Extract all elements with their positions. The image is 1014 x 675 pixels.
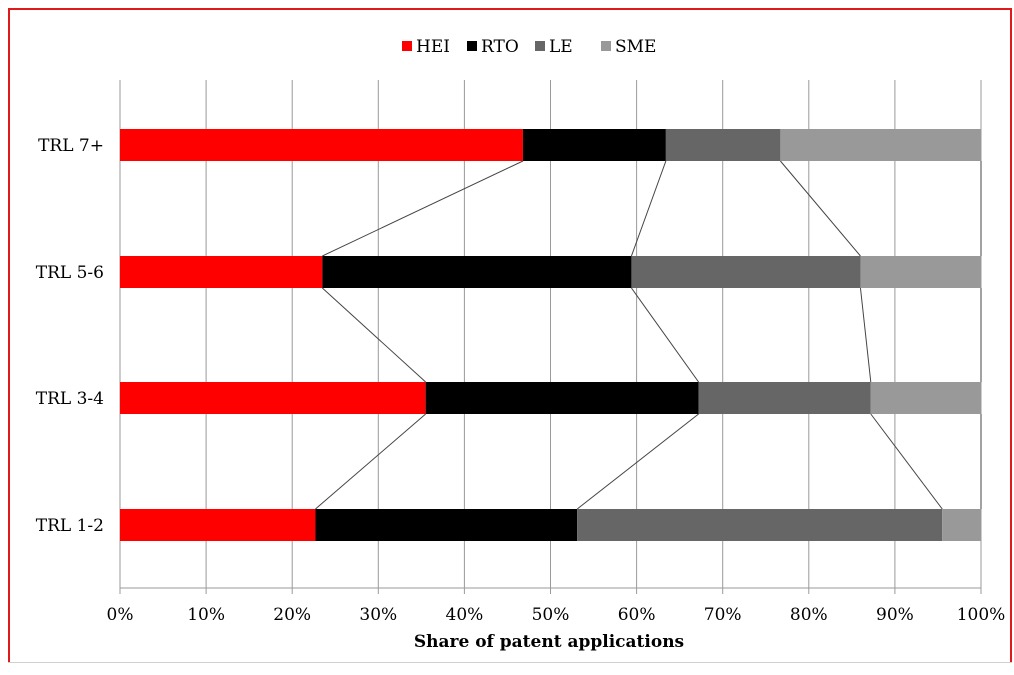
legend-swatch-le [535, 41, 545, 51]
bar-rto-3 [315, 509, 578, 541]
x-tick-label: 90% [876, 605, 914, 625]
legend-label-le: LE [549, 37, 573, 57]
category-label: TRL 3-4 [36, 389, 104, 409]
x-tick-label: 100% [957, 605, 1006, 625]
x-tick-label: 10% [187, 605, 225, 625]
bar-hei-3 [120, 509, 316, 541]
x-tick-label: 40% [446, 605, 484, 625]
chart-frame [8, 8, 1012, 662]
x-axis-title: Share of patent applications [414, 632, 684, 652]
bar-sme-0 [780, 129, 981, 161]
legend-swatch-rto [467, 41, 477, 51]
series-line [321, 287, 426, 383]
legend-swatch-hei [402, 41, 412, 51]
bar-le-1 [631, 256, 861, 288]
category-label-layer: TRL 7+ TRL 5-6 TRL 3-4 TRL 1-2 [36, 136, 104, 536]
legend-label-rto: RTO [481, 37, 519, 57]
bar-rto-2 [425, 382, 699, 414]
x-tick-label: 50% [532, 605, 570, 625]
series-line [631, 287, 699, 383]
bar-hei-1 [120, 256, 323, 288]
series-line [322, 160, 524, 257]
series-line-layer [315, 160, 982, 510]
bar-sme-2 [870, 382, 981, 414]
legend-swatch-sme [601, 41, 611, 51]
category-label: TRL 1-2 [36, 516, 104, 536]
category-label: TRL 7+ [38, 136, 104, 156]
series-line [576, 413, 699, 510]
bar-le-3 [577, 509, 943, 541]
category-label: TRL 5-6 [36, 263, 104, 283]
x-tick-label: 20% [273, 605, 311, 625]
x-tick-label: 70% [704, 605, 742, 625]
bar-layer [120, 129, 981, 541]
bar-hei-2 [120, 382, 426, 414]
series-line [780, 160, 861, 257]
bar-sme-3 [942, 509, 981, 541]
bar-le-0 [665, 129, 781, 161]
bar-rto-1 [322, 256, 632, 288]
legend-label-hei: HEI [416, 37, 450, 57]
x-tick-label: 60% [618, 605, 656, 625]
series-line [859, 287, 872, 383]
bar-rto-0 [522, 129, 666, 161]
tick-label-layer: 0% 10% 20% 30% 40% 50% 60% 70% 80% 90% 100% [107, 605, 1006, 625]
x-tick-label: 30% [359, 605, 397, 625]
legend-label-sme: SME [615, 37, 656, 57]
x-tick-label: 0% [107, 605, 134, 625]
legend: HEI RTO LE SME [402, 37, 656, 57]
bottom-rule [8, 662, 1012, 663]
series-line [630, 160, 667, 257]
bar-sme-1 [860, 256, 981, 288]
series-line [315, 413, 426, 510]
bar-hei-0 [120, 129, 523, 161]
x-tick-label: 80% [790, 605, 828, 625]
series-line [870, 413, 943, 510]
bar-le-2 [698, 382, 871, 414]
